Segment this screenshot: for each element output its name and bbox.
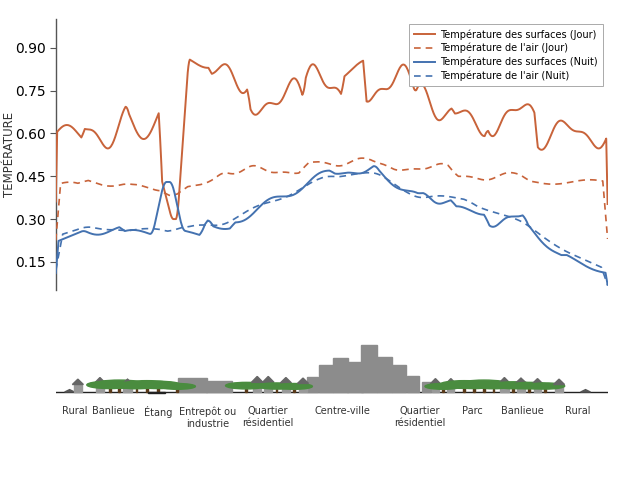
Bar [517, 383, 525, 392]
Text: Banlieue: Banlieue [92, 406, 135, 416]
Ellipse shape [123, 380, 171, 388]
Bar [123, 384, 131, 392]
Bar [500, 383, 508, 392]
Text: Rural: Rural [63, 406, 88, 416]
Bar [146, 388, 148, 392]
Ellipse shape [508, 382, 550, 389]
Ellipse shape [276, 383, 312, 389]
Bar [447, 384, 454, 392]
Bar [109, 388, 111, 392]
Bar [253, 382, 262, 392]
Ellipse shape [257, 383, 296, 389]
Bar [307, 377, 318, 392]
Text: Parc: Parc [462, 406, 483, 416]
Bar [512, 389, 514, 392]
Bar [361, 345, 378, 392]
Text: Banlieue: Banlieue [501, 406, 544, 416]
Text: Centre-ville: Centre-ville [315, 406, 371, 416]
Bar [157, 388, 159, 392]
Ellipse shape [226, 382, 267, 389]
Bar [333, 358, 348, 392]
Polygon shape [94, 378, 106, 383]
Bar [392, 365, 407, 392]
Legend: Température des surfaces (Jour), Température de l'air (Jour), Température des su: Température des surfaces (Jour), Tempéra… [409, 24, 603, 86]
Polygon shape [430, 378, 441, 384]
Bar [422, 382, 431, 392]
Bar [483, 388, 485, 392]
Bar [176, 389, 178, 392]
Polygon shape [73, 379, 83, 384]
Polygon shape [122, 379, 133, 384]
Ellipse shape [526, 383, 565, 389]
Bar [74, 384, 82, 392]
Polygon shape [554, 379, 565, 384]
Ellipse shape [425, 383, 461, 389]
Polygon shape [498, 378, 510, 383]
Polygon shape [252, 377, 263, 382]
Polygon shape [64, 390, 74, 392]
Bar [347, 362, 363, 392]
Ellipse shape [492, 382, 535, 389]
Bar [407, 376, 420, 392]
Bar [492, 389, 494, 392]
Bar [282, 383, 290, 392]
Bar [179, 378, 207, 392]
Ellipse shape [135, 381, 181, 389]
Bar [432, 384, 439, 392]
Polygon shape [580, 390, 590, 392]
Bar [319, 365, 333, 392]
Text: Quartier
résidentiel: Quartier résidentiel [242, 406, 294, 428]
Polygon shape [446, 378, 456, 384]
Polygon shape [298, 378, 309, 383]
Y-axis label: TEMPÉRATURE: TEMPÉRATURE [2, 112, 16, 197]
Bar [555, 384, 563, 392]
Bar [544, 389, 546, 392]
Text: Quartier
résidentiel: Quartier résidentiel [394, 406, 446, 428]
Ellipse shape [115, 382, 158, 389]
Bar [276, 389, 277, 392]
Bar [442, 389, 444, 392]
Bar [377, 357, 392, 392]
Bar [293, 389, 295, 392]
Polygon shape [280, 378, 291, 383]
Bar [246, 389, 247, 392]
Text: Rural: Rural [564, 406, 590, 416]
Polygon shape [262, 377, 274, 382]
Bar [473, 388, 475, 392]
Bar [148, 392, 164, 393]
Bar [463, 388, 465, 392]
Bar [136, 389, 137, 392]
Ellipse shape [459, 380, 510, 388]
Ellipse shape [451, 381, 497, 389]
Polygon shape [515, 378, 527, 383]
Bar [264, 382, 272, 392]
Ellipse shape [440, 380, 489, 388]
Ellipse shape [87, 381, 133, 389]
Bar [206, 381, 232, 392]
Polygon shape [532, 378, 543, 384]
Bar [528, 389, 530, 392]
Text: Entrepôt ou
industrie: Entrepôt ou industrie [179, 406, 236, 429]
Bar [534, 384, 541, 392]
Ellipse shape [94, 380, 144, 388]
Ellipse shape [159, 383, 195, 389]
Text: Étang: Étang [144, 406, 172, 418]
Bar [299, 383, 307, 392]
Ellipse shape [472, 382, 515, 389]
Bar [118, 388, 120, 392]
Bar [96, 383, 104, 392]
